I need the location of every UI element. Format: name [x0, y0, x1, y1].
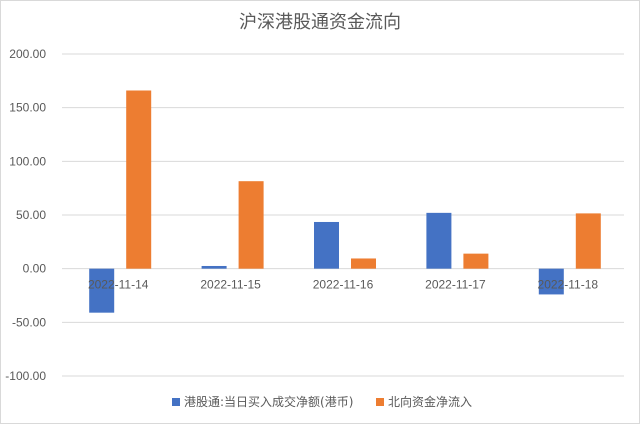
y-tick-label: 100.00 [9, 154, 46, 168]
y-tick-label: 200.00 [9, 47, 46, 61]
legend-swatch-northbound-hk [172, 398, 180, 406]
bar-hk-connect-2022-11-15 [201, 265, 227, 269]
y-tick-label: -100.00 [5, 369, 46, 383]
x-tick-label: 2022-11-15 [200, 278, 261, 292]
bar-hk-connect-2022-11-17 [426, 212, 452, 269]
x-tick-label: 2022-11-18 [538, 278, 599, 292]
bar-northbound-2022-11-14 [126, 90, 152, 269]
bar-northbound-2022-11-15 [238, 181, 264, 269]
bar-northbound-2022-11-17 [463, 253, 489, 269]
x-axis-ticks: 2022-11-14 2022-11-15 2022-11-16 2022-11-17… [88, 278, 598, 292]
chart-title: 沪深港股通资金流向 [239, 12, 401, 33]
y-axis-ticks: 200.00 150.00 100.00 50.00 0.00 -50.00 -100.00 [5, 47, 46, 383]
y-tick-label: 50.00 [16, 208, 46, 222]
x-tick-label: 2022-11-16 [313, 278, 374, 292]
bar-northbound-2022-11-18 [575, 213, 601, 269]
legend-label-1: 北向资金净流入 [388, 394, 472, 409]
x-tick-label: 2022-11-14 [88, 278, 149, 292]
legend-swatch-northbound-inflow [376, 398, 384, 406]
bar-northbound-2022-11-16 [351, 258, 376, 269]
x-tick-label: 2022-11-17 [425, 278, 486, 292]
bars [89, 90, 601, 313]
bar-hk-connect-2022-11-16 [314, 221, 339, 269]
gridlines [62, 53, 624, 377]
bar-hk-connect-2022-11-14 [89, 268, 115, 313]
y-tick-label: 0.00 [23, 262, 47, 276]
y-tick-label: 150.00 [9, 101, 46, 115]
y-tick-label: -50.00 [12, 315, 46, 329]
legend: 港股通:当日买入成交净额(港币) 北向资金净流入 [172, 394, 472, 409]
legend-label-0: 港股通:当日买入成交净额(港币) [184, 394, 353, 409]
bar-hk-connect-2022-11-18 [538, 268, 564, 295]
